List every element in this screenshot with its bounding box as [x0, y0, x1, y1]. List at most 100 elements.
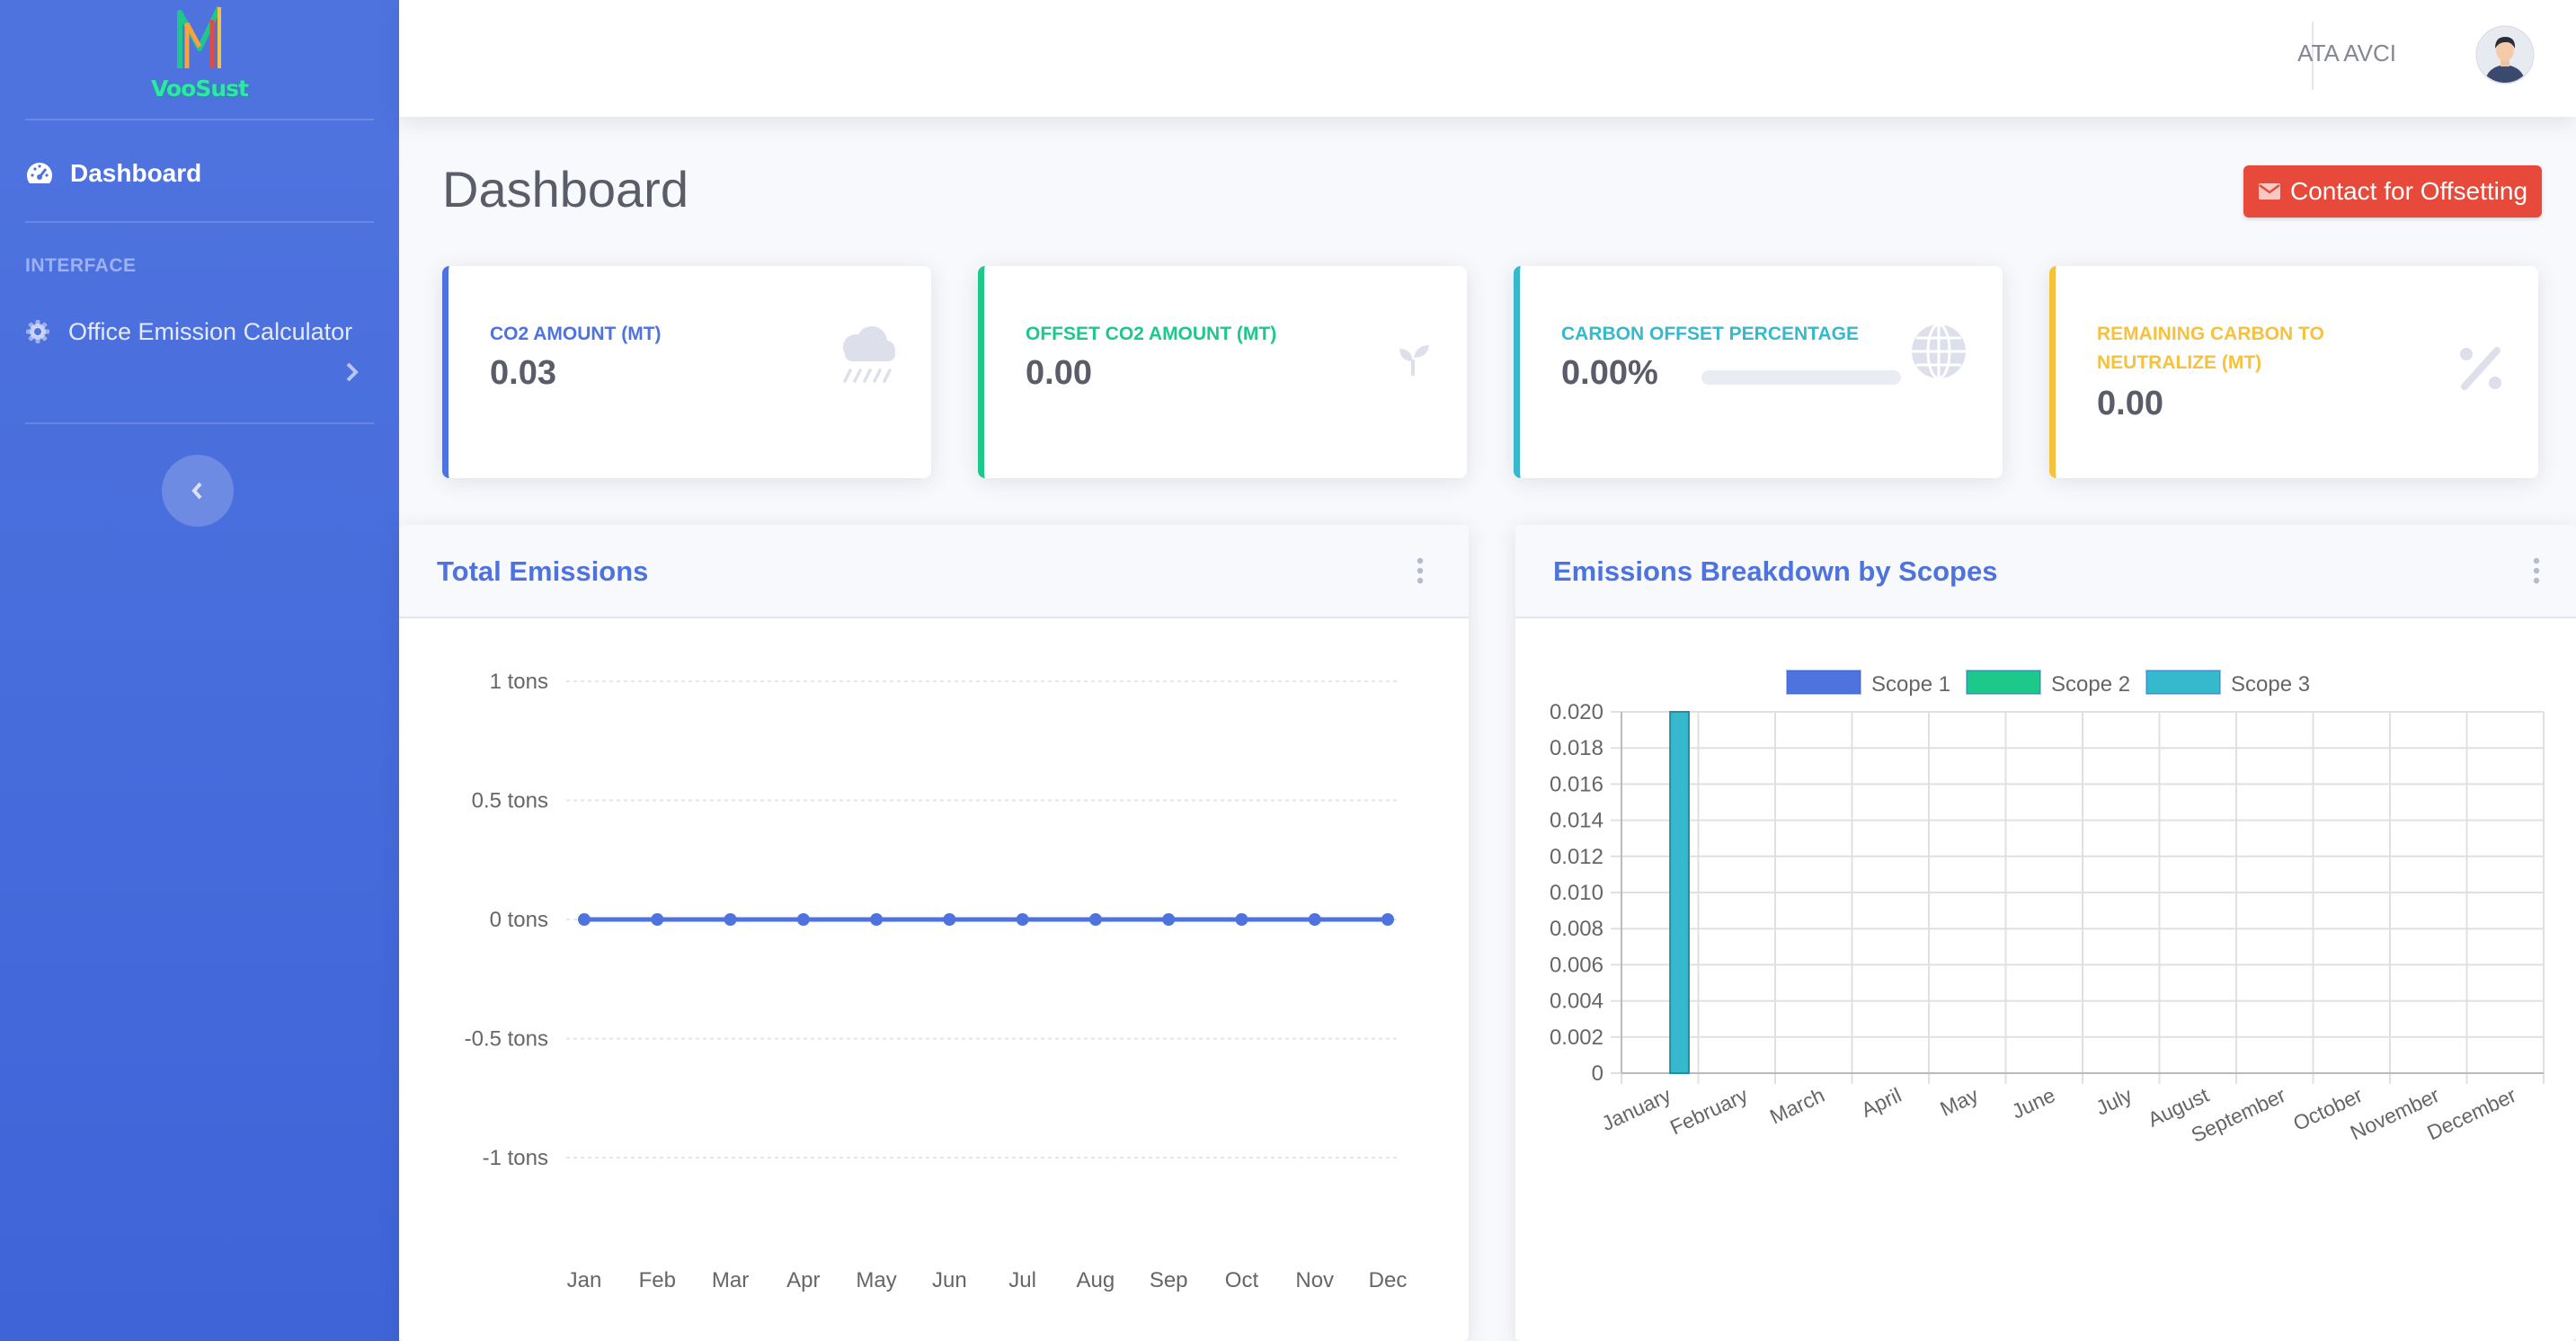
x-tick-label: Aug [1077, 1268, 1115, 1292]
more-options-icon[interactable] [2533, 557, 2540, 584]
contact-button-label: Contact for Offsetting [2289, 177, 2528, 205]
sidebar-heading: INTERFACE [25, 255, 137, 276]
brand-name: VooSust [151, 75, 249, 102]
card-value: 0.03 [490, 354, 556, 392]
legend-swatch [1786, 670, 1861, 695]
y-tick-label: 0 tons [490, 908, 548, 932]
panel-title: Emissions Breakdown by Scopes [1553, 555, 1998, 587]
total-emissions-panel: Total Emissions 1 tons 0.5 tons 0 tons -0.5… [399, 525, 1469, 1341]
y-tick-label: 0.016 [1550, 772, 1603, 796]
x-tick-label: Jan [567, 1268, 602, 1292]
sidebar-divider [25, 422, 374, 424]
y-tick-label: -0.5 tons [465, 1027, 548, 1052]
tachometer-icon [26, 163, 53, 183]
sidebar-item-office-emission-calculator[interactable]: Office Emission Calculator [25, 309, 352, 354]
y-tick-label: 0.5 tons [472, 789, 548, 813]
x-tick-label: July [2092, 1083, 2136, 1120]
legend-item: Scope 1 [1786, 670, 1950, 697]
x-tick-label: January [1598, 1083, 1675, 1135]
y-tick-label: 0.012 [1550, 845, 1603, 869]
legend-item: Scope 3 [2145, 670, 2310, 697]
y-tick-label: -1 tons [483, 1146, 548, 1170]
card-co2-amount: CO2 AMOUNT (MT) 0.03 [442, 266, 931, 478]
legend-label: Scope 2 [2051, 672, 2130, 697]
data-point [1235, 913, 1248, 926]
envelope-icon [2258, 183, 2280, 200]
panel-title: Total Emissions [437, 555, 649, 587]
x-tick-label: Mar [712, 1268, 749, 1292]
x-tick-label: Feb [639, 1268, 676, 1292]
cloud-rain-icon [843, 326, 895, 383]
sidebar-item-dashboard[interactable]: Dashboard [25, 151, 201, 196]
x-tick-label: December [2423, 1083, 2519, 1145]
page-title: Dashboard [442, 161, 688, 218]
x-tick-label: March [1766, 1083, 1828, 1129]
data-point [796, 913, 810, 926]
legend-swatch [2145, 670, 2221, 695]
card-value: 0.00 [2097, 385, 2163, 422]
topbar-divider [2312, 22, 2314, 90]
y-tick-label: 0.004 [1550, 990, 1603, 1014]
card-remaining-carbon: REMAINING CARBON TO NEUTRALIZE (MT) 0.00 [2049, 266, 2538, 478]
y-tick-label: 1 tons [490, 670, 548, 694]
x-tick-label: Jun [932, 1268, 967, 1292]
legend-swatch [1966, 670, 2041, 695]
chevron-right-icon[interactable] [343, 360, 361, 385]
y-tick-label: 0.010 [1550, 881, 1603, 905]
card-label: REMAINING CARBON TO NEUTRALIZE (MT) [2097, 324, 2324, 373]
offset-progress-bar [1701, 370, 1901, 385]
sidebar-divider [25, 221, 374, 223]
card-value: 0.00% [1561, 354, 1658, 392]
contact-for-offsetting-button[interactable]: Contact for Offsetting [2243, 165, 2542, 218]
x-tick-label: Dec [1369, 1268, 1408, 1292]
y-tick-label: 0.006 [1550, 953, 1603, 977]
data-point [724, 913, 737, 926]
data-point [943, 913, 956, 926]
y-tick-label: 0.018 [1550, 736, 1603, 760]
bar [1669, 711, 1690, 1074]
y-tick-label: 0 [1592, 1061, 1603, 1086]
emissions-breakdown-panel: Emissions Breakdown by Scopes Scope 1 Sco… [1515, 525, 2576, 1341]
card-label: CARBON OFFSET PERCENTAGE [1561, 324, 1859, 344]
x-tick-label: June [2008, 1083, 2058, 1123]
globe-icon [1912, 323, 1966, 380]
sidebar-item-label: Office Emission Calculator [68, 317, 353, 345]
panel-header: Total Emissions [399, 525, 1469, 618]
total-emissions-chart: 1 tons 0.5 tons 0 tons -0.5 tons -1 tons Jan F… [465, 670, 1408, 1292]
x-tick-label: Nov [1295, 1268, 1334, 1292]
sidebar: VooSust Dashboard INTERFACE Office Emiss… [0, 0, 399, 1341]
chevron-left-icon [191, 482, 202, 500]
card-carbon-offset-percentage: CARBON OFFSET PERCENTAGE 0.00% [1514, 266, 2003, 478]
user-name[interactable]: ATA AVCI [2297, 40, 2396, 67]
panel-header: Emissions Breakdown by Scopes [1515, 525, 2576, 618]
y-tick-label: 0.020 [1550, 700, 1603, 724]
data-point [1088, 913, 1102, 926]
x-tick-label: February [1666, 1083, 1752, 1140]
avatar[interactable] [2475, 25, 2535, 84]
x-tick-label: May [1936, 1083, 1982, 1121]
emissions-breakdown-chart: Scope 1 Scope 2 Scope 3 0.020 0.018 0.016 0.01… [1550, 670, 2545, 1147]
sidebar-divider [25, 119, 374, 120]
more-options-icon[interactable] [1417, 557, 1424, 584]
topbar: ATA AVCI [399, 0, 2576, 117]
sidebar-toggle-button[interactable] [162, 455, 234, 527]
legend-label: Scope 3 [2231, 672, 2310, 697]
data-point [870, 913, 884, 926]
card-offset-co2-amount: OFFSET CO2 AMOUNT (MT) 0.00 [978, 266, 1467, 478]
legend-item: Scope 2 [1966, 670, 2130, 697]
x-tick-label: Oct [1225, 1268, 1259, 1292]
data-point [1308, 913, 1321, 926]
x-tick-label: Jul [1008, 1268, 1036, 1292]
y-tick-label: 0.008 [1550, 917, 1603, 941]
brand-logo[interactable]: VooSust [0, 0, 399, 117]
gear-icon [26, 320, 49, 343]
data-point [1162, 913, 1176, 926]
data-point [578, 913, 591, 926]
sidebar-item-label: Dashboard [70, 159, 202, 187]
percent-icon [2460, 347, 2501, 390]
logo-icon [177, 5, 222, 68]
x-tick-label: Apr [786, 1268, 820, 1292]
x-tick-label: Sep [1150, 1268, 1188, 1292]
card-value: 0.00 [1026, 354, 1092, 392]
card-label: CO2 AMOUNT (MT) [490, 324, 662, 344]
